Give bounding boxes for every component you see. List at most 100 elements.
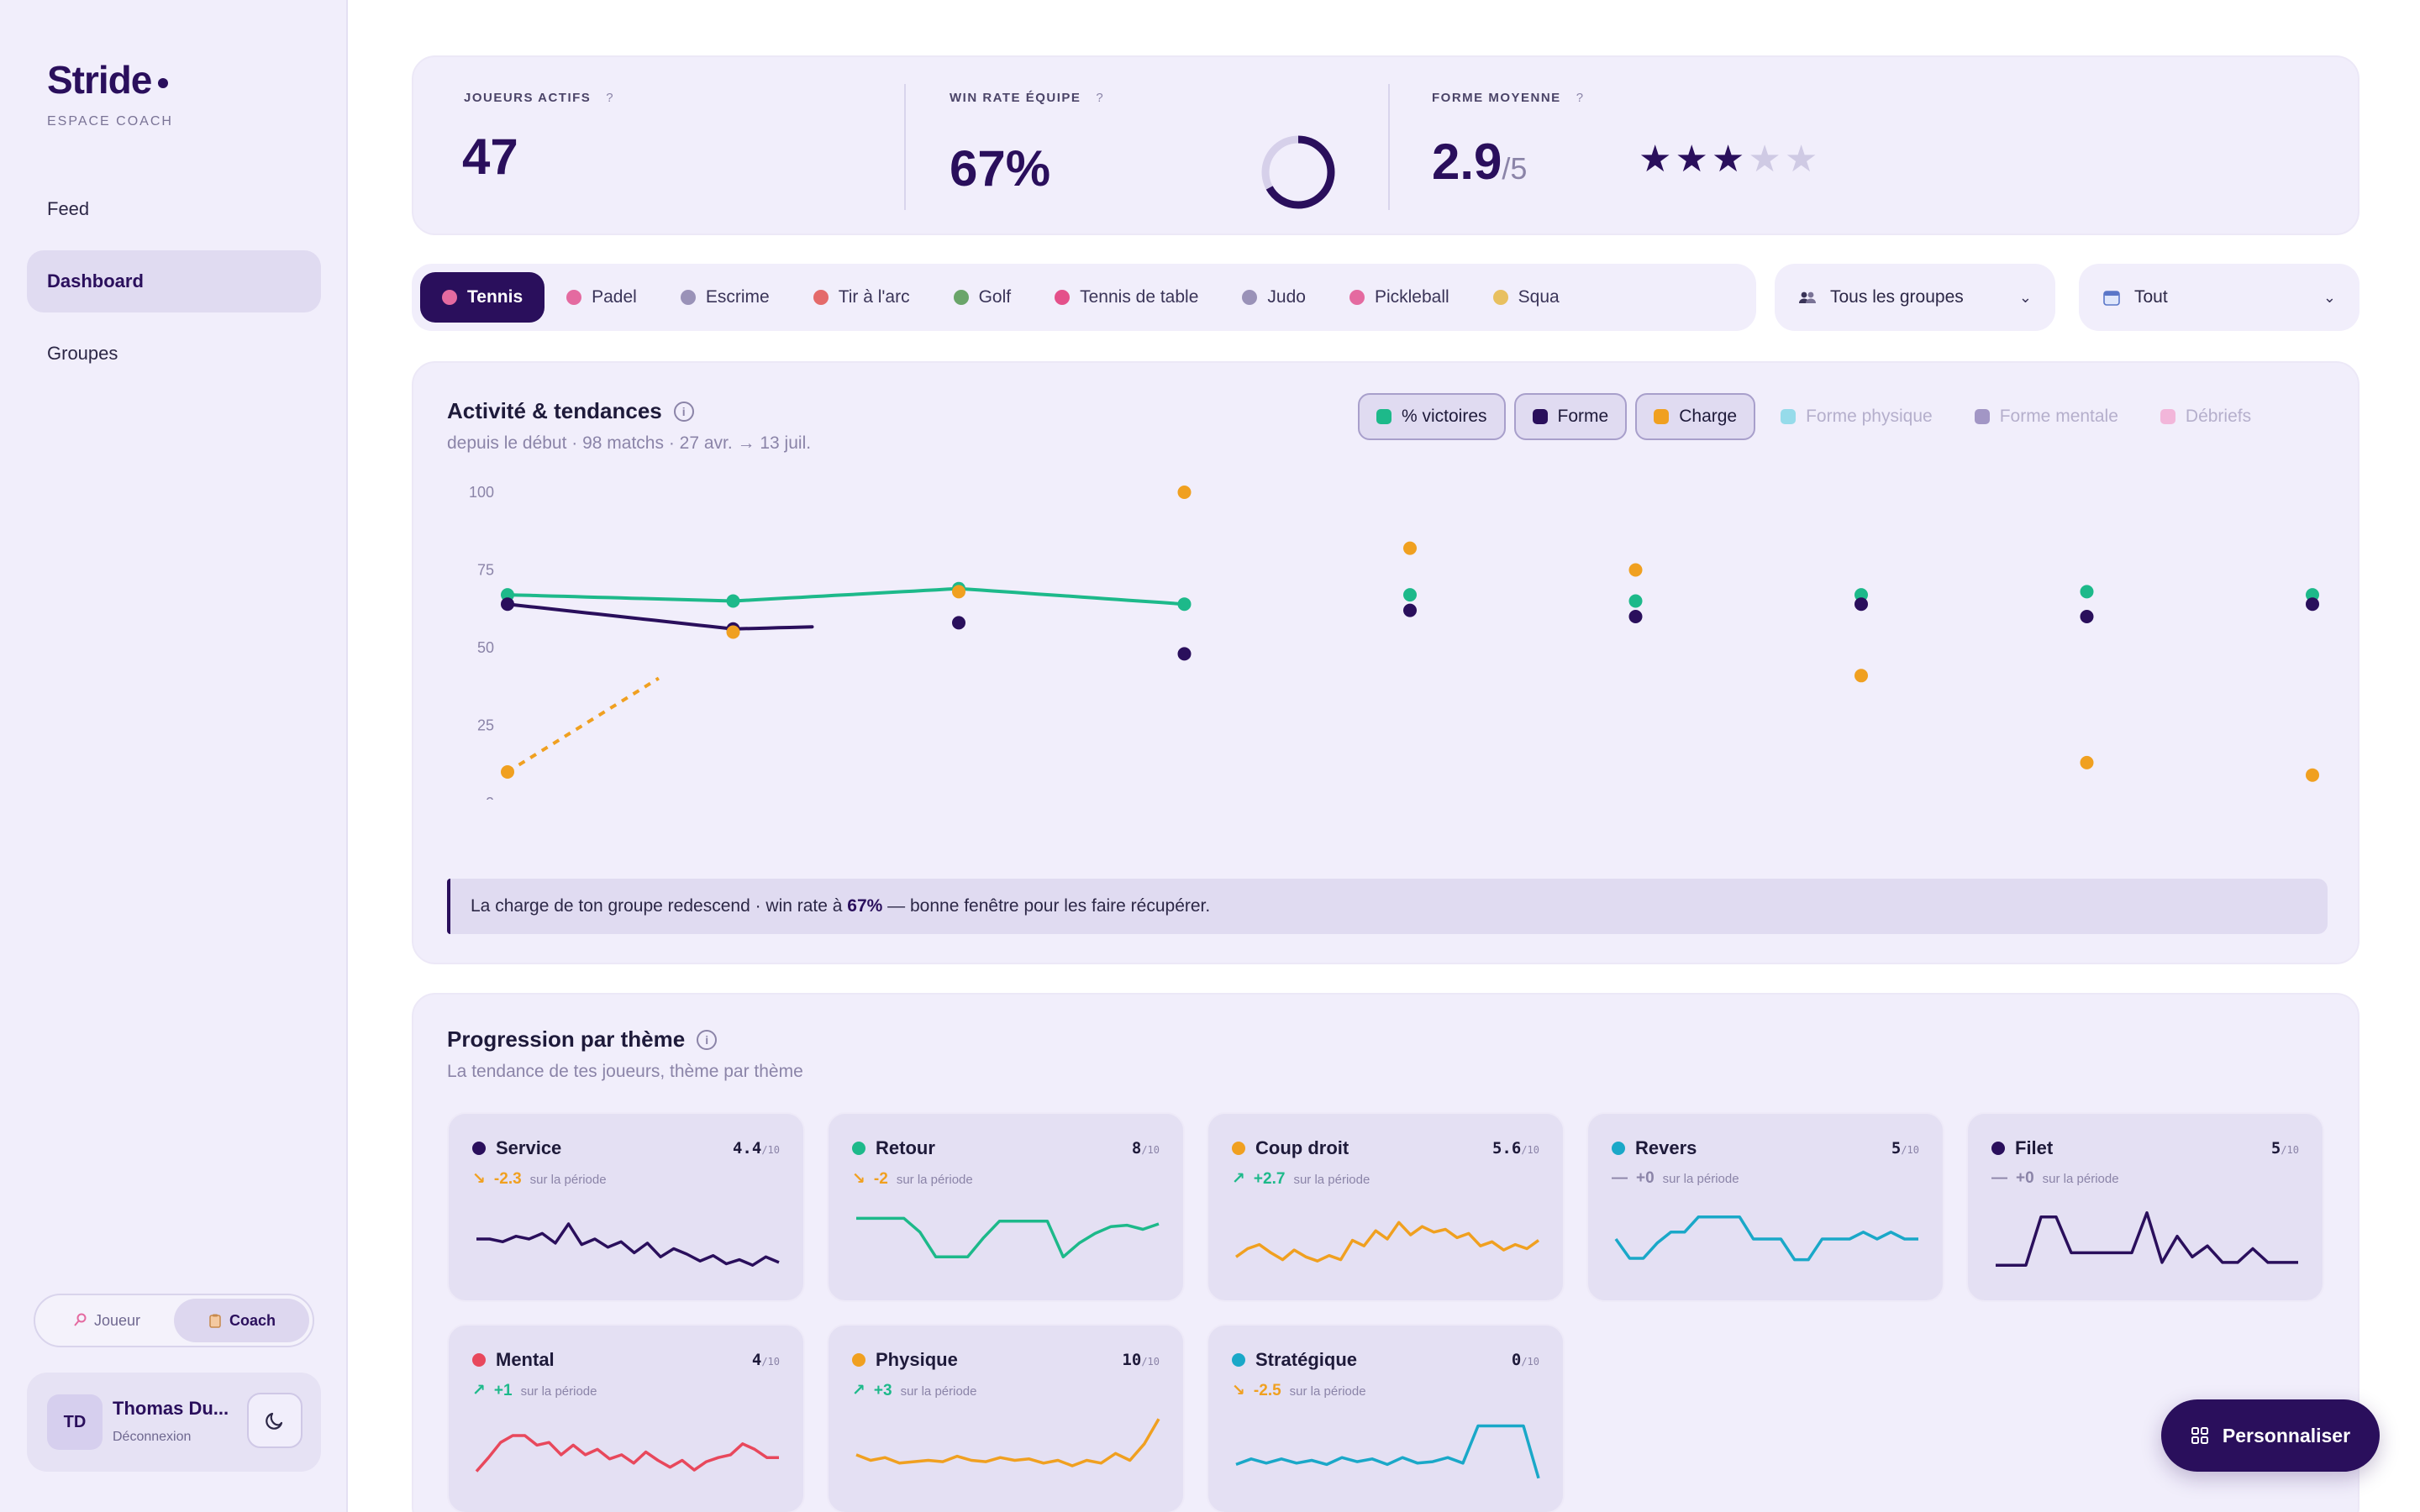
- logout-link[interactable]: Déconnexion: [113, 1430, 192, 1444]
- theme-sparkline: [475, 1434, 779, 1473]
- theme-delta: ↘ -2.5 sur la période: [1232, 1382, 1366, 1399]
- moon-icon: [266, 1412, 283, 1430]
- theme-card[interactable]: Retour 8/10 ↘ -2 sur la période: [827, 1112, 1185, 1302]
- legend-chip[interactable]: Forme: [1513, 393, 1628, 440]
- theme-sparkline: [855, 1418, 1160, 1467]
- info-icon[interactable]: i: [673, 401, 694, 422]
- y-tick-label: 50: [477, 639, 494, 656]
- series-line: [506, 602, 814, 631]
- sport-tab[interactable]: Escrime: [659, 272, 792, 323]
- sport-tab[interactable]: Squa: [1471, 272, 1581, 323]
- main-nav: Feed Dashboard Groupes: [27, 178, 321, 395]
- series-line: [506, 586, 1186, 606]
- theme-card[interactable]: Revers 5/10 — +0 sur la période: [1586, 1112, 1944, 1302]
- data-point: [1854, 669, 1868, 683]
- theme-card[interactable]: Physique 10/10 ↗ +3 sur la période: [827, 1324, 1185, 1512]
- trend-up-icon: ↗: [1232, 1170, 1245, 1188]
- theme-name: Mental: [472, 1349, 555, 1371]
- legend-chip[interactable]: Forme physique: [1764, 393, 1949, 440]
- sparkline-path: [1234, 1221, 1540, 1263]
- sport-tab-label: Squa: [1518, 287, 1560, 307]
- divider: [904, 84, 906, 210]
- customize-button[interactable]: Personnaliser: [2161, 1399, 2380, 1472]
- win-rate-donut: [1261, 135, 1335, 209]
- sparkline-path: [1996, 1211, 2298, 1267]
- theme-card[interactable]: Filet 5/10 — +0 sur la période: [1966, 1112, 2324, 1302]
- trend-down-icon: ↘: [1232, 1382, 1245, 1399]
- help-icon[interactable]: ?: [1096, 91, 1105, 105]
- role-coach-button[interactable]: Coach: [174, 1299, 309, 1342]
- kpi-active-players: JOUEURS ACTIFS? 47: [413, 57, 901, 237]
- star-icon: ★: [1639, 139, 1676, 180]
- theme-dot: [472, 1353, 486, 1367]
- theme-dot: [1232, 1353, 1245, 1367]
- info-icon[interactable]: i: [697, 1029, 718, 1050]
- data-point: [2080, 585, 2094, 599]
- app-logo[interactable]: Stride: [47, 57, 169, 102]
- sport-tab[interactable]: Tennis: [420, 272, 545, 323]
- help-icon[interactable]: ?: [606, 91, 615, 105]
- avatar[interactable]: TD: [47, 1394, 103, 1450]
- chevron-down-icon: ⌄: [2323, 288, 2336, 306]
- theme-dot: [472, 1142, 486, 1155]
- theme-delta: ↗ +1 sur la période: [472, 1382, 597, 1399]
- star-rating: ★★★★★: [1639, 138, 1821, 181]
- sidebar: Stride ESPACE COACH Feed Dashboard Group…: [0, 0, 348, 1512]
- activity-card: Activité & tendances i depuis le début · …: [412, 361, 2360, 964]
- nav-item-groupes[interactable]: Groupes: [47, 343, 118, 364]
- progression-card: Progression par thème i La tendance de te…: [412, 993, 2360, 1512]
- data-point: [2306, 768, 2319, 782]
- theme-score: 10/10: [1122, 1351, 1160, 1369]
- sport-tab-label: Tir à l'arc: [838, 287, 910, 307]
- sport-tab[interactable]: Judo: [1220, 272, 1328, 323]
- progression-title: Progression par thème i: [447, 1026, 718, 1053]
- legend-label: Forme: [1557, 407, 1609, 426]
- legend-swatch: [1654, 409, 1670, 424]
- legend-chip[interactable]: Charge: [1635, 393, 1756, 440]
- trend-flat-icon: —: [1991, 1169, 2007, 1187]
- data-point: [726, 594, 740, 608]
- nav-item-feed[interactable]: Feed: [47, 198, 90, 219]
- help-icon[interactable]: ?: [1576, 91, 1585, 105]
- calendar-icon: [2103, 291, 2120, 306]
- sport-tabs: Tennis Padel Escrime Tir à l'arc Golf Tennis …: [412, 264, 1756, 331]
- nav-item-dashboard[interactable]: Dashboard: [27, 250, 321, 312]
- data-point: [726, 625, 740, 639]
- sparkline-path: [855, 1418, 1160, 1467]
- clipboard-icon: [209, 1314, 221, 1328]
- theme-name: Revers: [1612, 1137, 1697, 1159]
- period-select-value: Tout: [2134, 287, 2168, 307]
- sport-tab[interactable]: Golf: [932, 272, 1034, 323]
- theme-card[interactable]: Service 4.4/10 ↘ -2.3 sur la période: [447, 1112, 805, 1302]
- theme-sparkline: [1234, 1221, 1540, 1263]
- sport-tab-label: Escrime: [705, 287, 770, 307]
- theme-name: Physique: [852, 1349, 958, 1371]
- sport-tab[interactable]: Padel: [544, 272, 659, 323]
- role-coach-label: Coach: [229, 1311, 276, 1329]
- data-point: [1403, 588, 1417, 602]
- legend-swatch: [1974, 409, 1990, 424]
- data-point: [2080, 610, 2094, 623]
- legend-chip[interactable]: Forme mentale: [1958, 393, 2135, 440]
- theme-name: Service: [472, 1137, 561, 1159]
- legend-label: Forme mentale: [1999, 407, 2118, 426]
- sport-tab[interactable]: Tir à l'arc: [792, 272, 932, 323]
- theme-card[interactable]: Mental 4/10 ↗ +1 sur la période: [447, 1324, 805, 1512]
- theme-card[interactable]: Stratégique 0/10 ↘ -2.5 sur la période: [1207, 1324, 1565, 1512]
- kpi-value: 47: [462, 129, 518, 185]
- role-player-button[interactable]: Joueur: [39, 1299, 174, 1342]
- theme-sparkline: [1996, 1211, 2298, 1267]
- theme-toggle-button[interactable]: [247, 1393, 302, 1448]
- data-point: [952, 616, 965, 630]
- y-tick-label: 25: [477, 717, 494, 734]
- legend-chip[interactable]: % victoires: [1358, 393, 1506, 440]
- group-select[interactable]: Tous les groupes ⌄: [1775, 264, 2055, 331]
- sport-tab[interactable]: Tennis de table: [1033, 272, 1220, 323]
- period-select[interactable]: Tout ⌄: [2079, 264, 2360, 331]
- theme-card[interactable]: Coup droit 5.6/10 ↗ +2.7 sur la période: [1207, 1112, 1565, 1302]
- legend-chip[interactable]: Débriefs: [2144, 393, 2268, 440]
- star-icon: ★: [1675, 139, 1712, 180]
- sparkline-path: [476, 1222, 780, 1267]
- trend-down-icon: ↘: [852, 1170, 865, 1188]
- sport-tab[interactable]: Pickleball: [1328, 272, 1471, 323]
